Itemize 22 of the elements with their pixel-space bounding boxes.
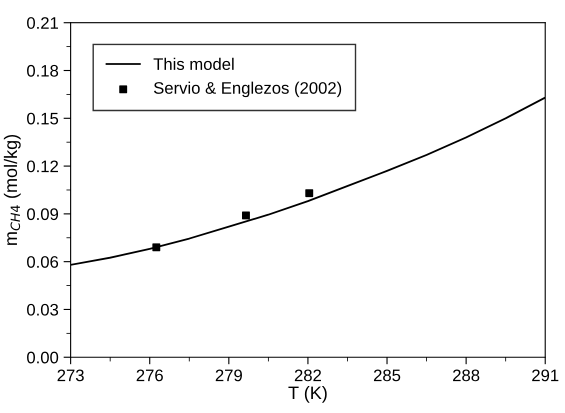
x-tick-label: 291 xyxy=(532,369,558,382)
x-tick-label: 285 xyxy=(374,369,400,382)
legend-label: This model xyxy=(154,58,234,70)
y-tick-label: 0.18 xyxy=(27,64,58,77)
y-tick-label: 0.21 xyxy=(27,17,58,29)
x-axis-title: T (K) xyxy=(288,386,327,403)
x-tick-label: 273 xyxy=(58,369,84,382)
point xyxy=(152,243,160,252)
x-tick-label: 282 xyxy=(294,369,321,382)
point xyxy=(242,212,250,220)
y-tick-label: 0.09 xyxy=(27,208,58,220)
y-tick-label: 0.12 xyxy=(27,160,58,172)
x-tick-label: 276 xyxy=(136,369,163,382)
y-tick-label: 0.03 xyxy=(27,304,58,316)
x-tick-label: 288 xyxy=(453,369,480,382)
x-tick-label: 279 xyxy=(216,369,242,382)
y-axis-title: m$_{CH4}$ (mol/kg) xyxy=(4,134,21,245)
y-tick-label: 0.06 xyxy=(27,256,58,268)
point xyxy=(305,189,314,198)
y-tick-label: 0.00 xyxy=(27,352,58,364)
legend-label: Servio & Englezos (2002) xyxy=(154,82,342,98)
y-tick-label: 0.15 xyxy=(27,112,58,124)
